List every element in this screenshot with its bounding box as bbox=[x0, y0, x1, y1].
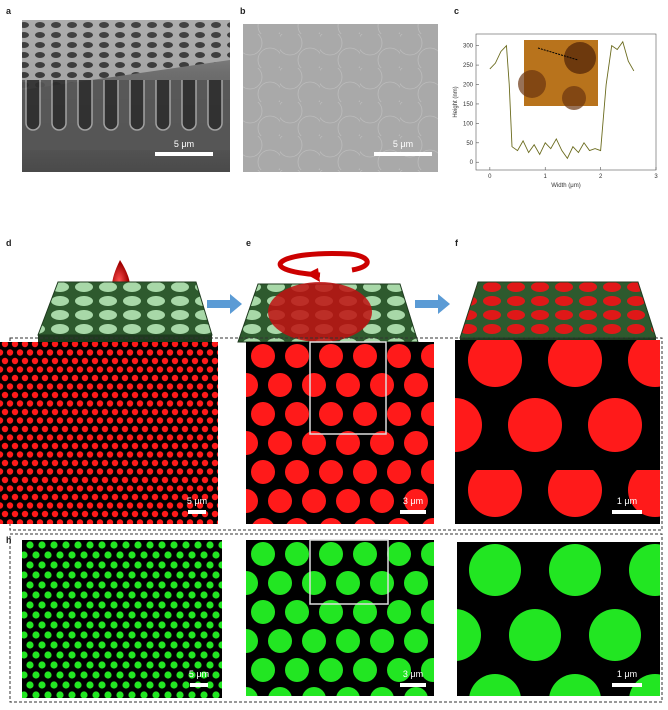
scale-bar-label: 3 μm bbox=[403, 669, 423, 679]
y-tick-label: 150 bbox=[463, 102, 474, 108]
afm-feature bbox=[562, 86, 586, 110]
x-tick-label: 3 bbox=[654, 174, 658, 180]
y-tick-label: 250 bbox=[463, 63, 474, 69]
afm-feature bbox=[518, 70, 546, 98]
scale-bar-label: 1 μm bbox=[617, 496, 637, 506]
panel-label: c bbox=[454, 6, 459, 16]
rotation-arrow bbox=[277, 250, 370, 278]
plot-frame bbox=[475, 33, 657, 171]
sem-cross-section bbox=[22, 80, 230, 150]
x-tick-label: 0 bbox=[488, 174, 492, 180]
y-tick-label: 300 bbox=[463, 44, 474, 50]
scale-bar bbox=[612, 510, 642, 514]
sem-surface bbox=[22, 20, 230, 90]
fluorescence-image bbox=[22, 540, 222, 698]
afm-profile-line bbox=[537, 47, 579, 61]
spread-drop bbox=[268, 282, 372, 342]
panel-label: h bbox=[6, 535, 12, 545]
scale-bar bbox=[400, 683, 426, 687]
scale-bar-label: 5 μm bbox=[393, 139, 413, 149]
afm-feature bbox=[564, 42, 596, 74]
sem-image bbox=[243, 24, 438, 172]
profile-line bbox=[489, 40, 635, 160]
y-tick-label: 100 bbox=[463, 121, 474, 127]
panel-label: b bbox=[240, 6, 246, 16]
zoom-box bbox=[309, 539, 389, 605]
fluorescence-image bbox=[246, 540, 434, 696]
x-axis-label: Width (μm) bbox=[551, 183, 580, 189]
scale-bar bbox=[374, 152, 432, 156]
panel-label: a bbox=[6, 6, 12, 16]
arrow bbox=[415, 294, 450, 314]
scale-bar-label: 3 μm bbox=[403, 496, 423, 506]
scale-bar-label: 5 μm bbox=[174, 139, 194, 149]
scale-bar bbox=[155, 152, 213, 156]
scale-bar-label: 5 μm bbox=[189, 669, 209, 679]
fluorescence-image bbox=[457, 542, 660, 696]
panel-frame bbox=[9, 533, 663, 703]
fluorescence-image bbox=[246, 342, 434, 524]
arrow bbox=[207, 294, 242, 314]
x-tick-label: 2 bbox=[599, 174, 603, 180]
y-tick-label: 200 bbox=[463, 83, 474, 89]
scale-bar-label: 1 μm bbox=[617, 669, 637, 679]
panel-label: e bbox=[246, 238, 251, 248]
scale-bar bbox=[612, 683, 642, 687]
scale-bar-label: 5 μm bbox=[187, 496, 207, 506]
y-tick-label: 0 bbox=[470, 160, 474, 166]
height-profile-chart: 0 1 2 3 0 50 100 150 200 250 300 Width (μm) Height (… bbox=[453, 33, 658, 189]
x-tick-label: 1 bbox=[544, 174, 548, 180]
substrate bbox=[37, 281, 213, 336]
y-tick-label: 50 bbox=[466, 141, 473, 147]
fluorescence-image bbox=[0, 342, 218, 524]
panel-label: f bbox=[455, 238, 459, 248]
scale-bar bbox=[190, 683, 208, 687]
arrow-head bbox=[306, 268, 320, 282]
fluorescence-image bbox=[455, 340, 660, 524]
y-axis-label: Height (nm) bbox=[453, 86, 459, 117]
substrate bbox=[459, 281, 657, 339]
panel-label: d bbox=[6, 238, 12, 248]
zoom-box bbox=[309, 341, 387, 435]
scale-bar bbox=[400, 510, 426, 514]
scale-bar bbox=[188, 510, 206, 514]
